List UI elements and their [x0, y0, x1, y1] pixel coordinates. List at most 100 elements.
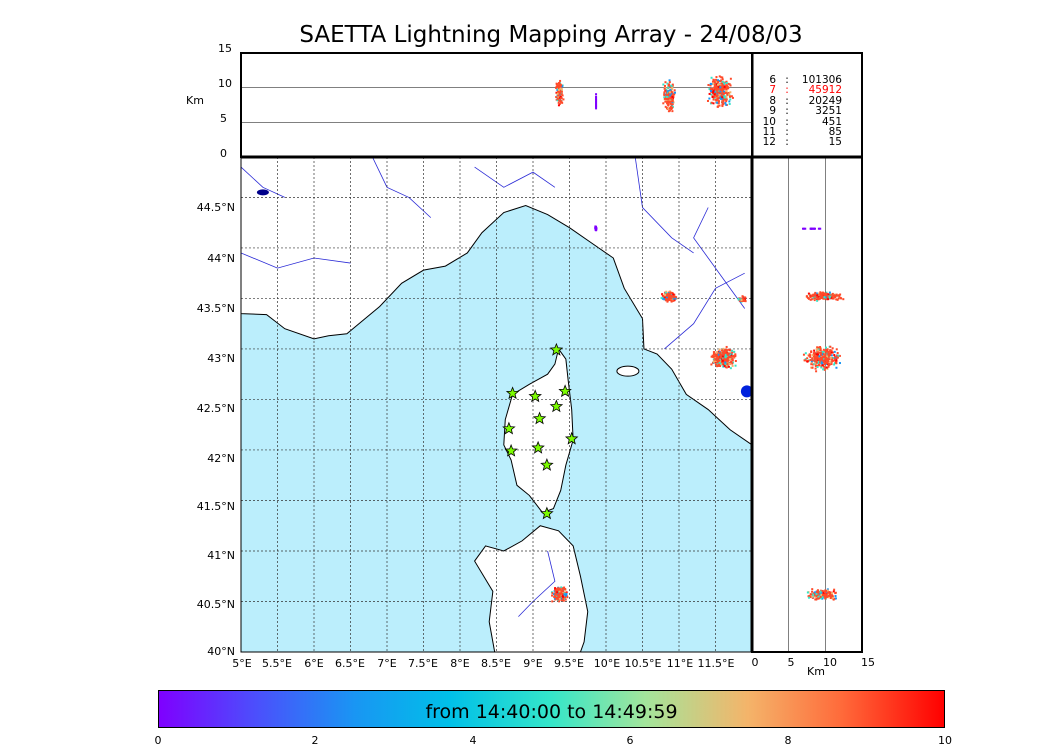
side-source	[813, 227, 816, 230]
side-source	[819, 346, 822, 349]
altitude-source	[667, 110, 670, 113]
altitude-source	[671, 99, 674, 102]
side-source	[825, 298, 828, 301]
side-source	[817, 227, 820, 230]
side-source	[806, 295, 809, 298]
sardinia	[474, 525, 589, 652]
lightning-source	[730, 354, 733, 357]
altitude-source	[556, 85, 559, 88]
lightning-source	[734, 359, 737, 362]
altitude-source	[595, 104, 598, 107]
side-source	[814, 291, 817, 294]
mainland	[241, 157, 752, 446]
station-marker	[549, 342, 564, 356]
side-source	[831, 347, 834, 350]
side-source	[819, 353, 822, 356]
lightning-source	[711, 354, 714, 357]
side-source	[806, 360, 809, 363]
altitude-source	[724, 91, 727, 94]
lightning-source	[731, 351, 734, 354]
side-source	[823, 591, 826, 594]
altitude-source	[725, 103, 728, 106]
altitude-source	[718, 84, 721, 87]
altitude-source	[558, 90, 561, 93]
side-source	[829, 356, 832, 359]
altitude-source	[561, 101, 564, 104]
side-source	[829, 360, 832, 363]
lightning-source	[554, 587, 557, 590]
side-source	[829, 295, 832, 298]
station-marker	[505, 386, 520, 400]
lightning-source	[671, 295, 674, 298]
altitude-source	[557, 94, 560, 97]
side-source	[813, 593, 816, 596]
altitude-source	[663, 84, 666, 87]
side-source	[834, 595, 837, 598]
side-source	[817, 595, 820, 598]
lightning-source	[731, 362, 734, 365]
altitude-source	[724, 101, 727, 104]
lightning-source	[558, 600, 561, 603]
lightning-source	[718, 352, 721, 355]
lightning-source	[553, 595, 556, 598]
side-source	[830, 354, 833, 357]
altitude-source	[666, 90, 669, 93]
station-marker	[504, 443, 518, 457]
side-source	[827, 350, 830, 353]
count-row: 10:451	[760, 116, 842, 127]
lon-tick: 10.5°E	[624, 657, 662, 670]
lightning-source	[722, 351, 725, 354]
altitude-source	[722, 95, 725, 98]
altitude-source	[723, 85, 726, 88]
count-row: 11:85	[760, 127, 842, 138]
lightning-source	[720, 356, 723, 359]
side-source	[819, 348, 822, 351]
side-source	[816, 299, 819, 302]
altitude-source	[730, 95, 733, 98]
altitude-source	[671, 103, 674, 106]
side-source	[803, 227, 806, 230]
side-source	[814, 293, 817, 296]
lightning-source	[553, 593, 556, 596]
altitude-source	[708, 97, 711, 100]
altitude-source	[712, 92, 715, 95]
lightning-source	[734, 353, 737, 356]
side-source	[829, 350, 832, 353]
side-source	[812, 293, 815, 296]
lightning-source	[728, 353, 731, 356]
lightning-source	[560, 599, 563, 602]
side-source	[817, 597, 820, 600]
side-source	[825, 294, 828, 297]
lon-tick: 10°E	[593, 657, 621, 670]
altitude-source	[595, 107, 598, 110]
side-source	[811, 354, 814, 357]
lightning-source	[718, 357, 721, 360]
lightning-source	[558, 597, 561, 600]
altitude-source	[717, 80, 720, 83]
side-source	[822, 356, 825, 359]
lightning-source	[731, 353, 734, 356]
side-source	[811, 590, 814, 593]
altitude-source	[714, 85, 717, 88]
lightning-source	[727, 354, 730, 357]
lightning-source	[555, 593, 558, 596]
lightning-source	[563, 596, 566, 599]
lightning-source	[743, 296, 746, 299]
altitude-source	[558, 93, 561, 96]
side-source	[811, 366, 814, 369]
river	[664, 272, 745, 350]
side-source	[809, 356, 812, 359]
altitude-source	[713, 90, 716, 93]
lightning-source	[561, 595, 564, 598]
side-source	[824, 596, 827, 599]
river	[634, 157, 694, 254]
altitude-source	[667, 107, 670, 110]
lightning-source	[723, 365, 726, 368]
lightning-source	[716, 364, 719, 367]
lightning-source	[728, 352, 731, 355]
side-source	[813, 354, 816, 357]
side-source	[828, 363, 831, 366]
side-source	[815, 358, 818, 361]
side-source	[816, 297, 819, 300]
lightning-source	[712, 352, 715, 355]
